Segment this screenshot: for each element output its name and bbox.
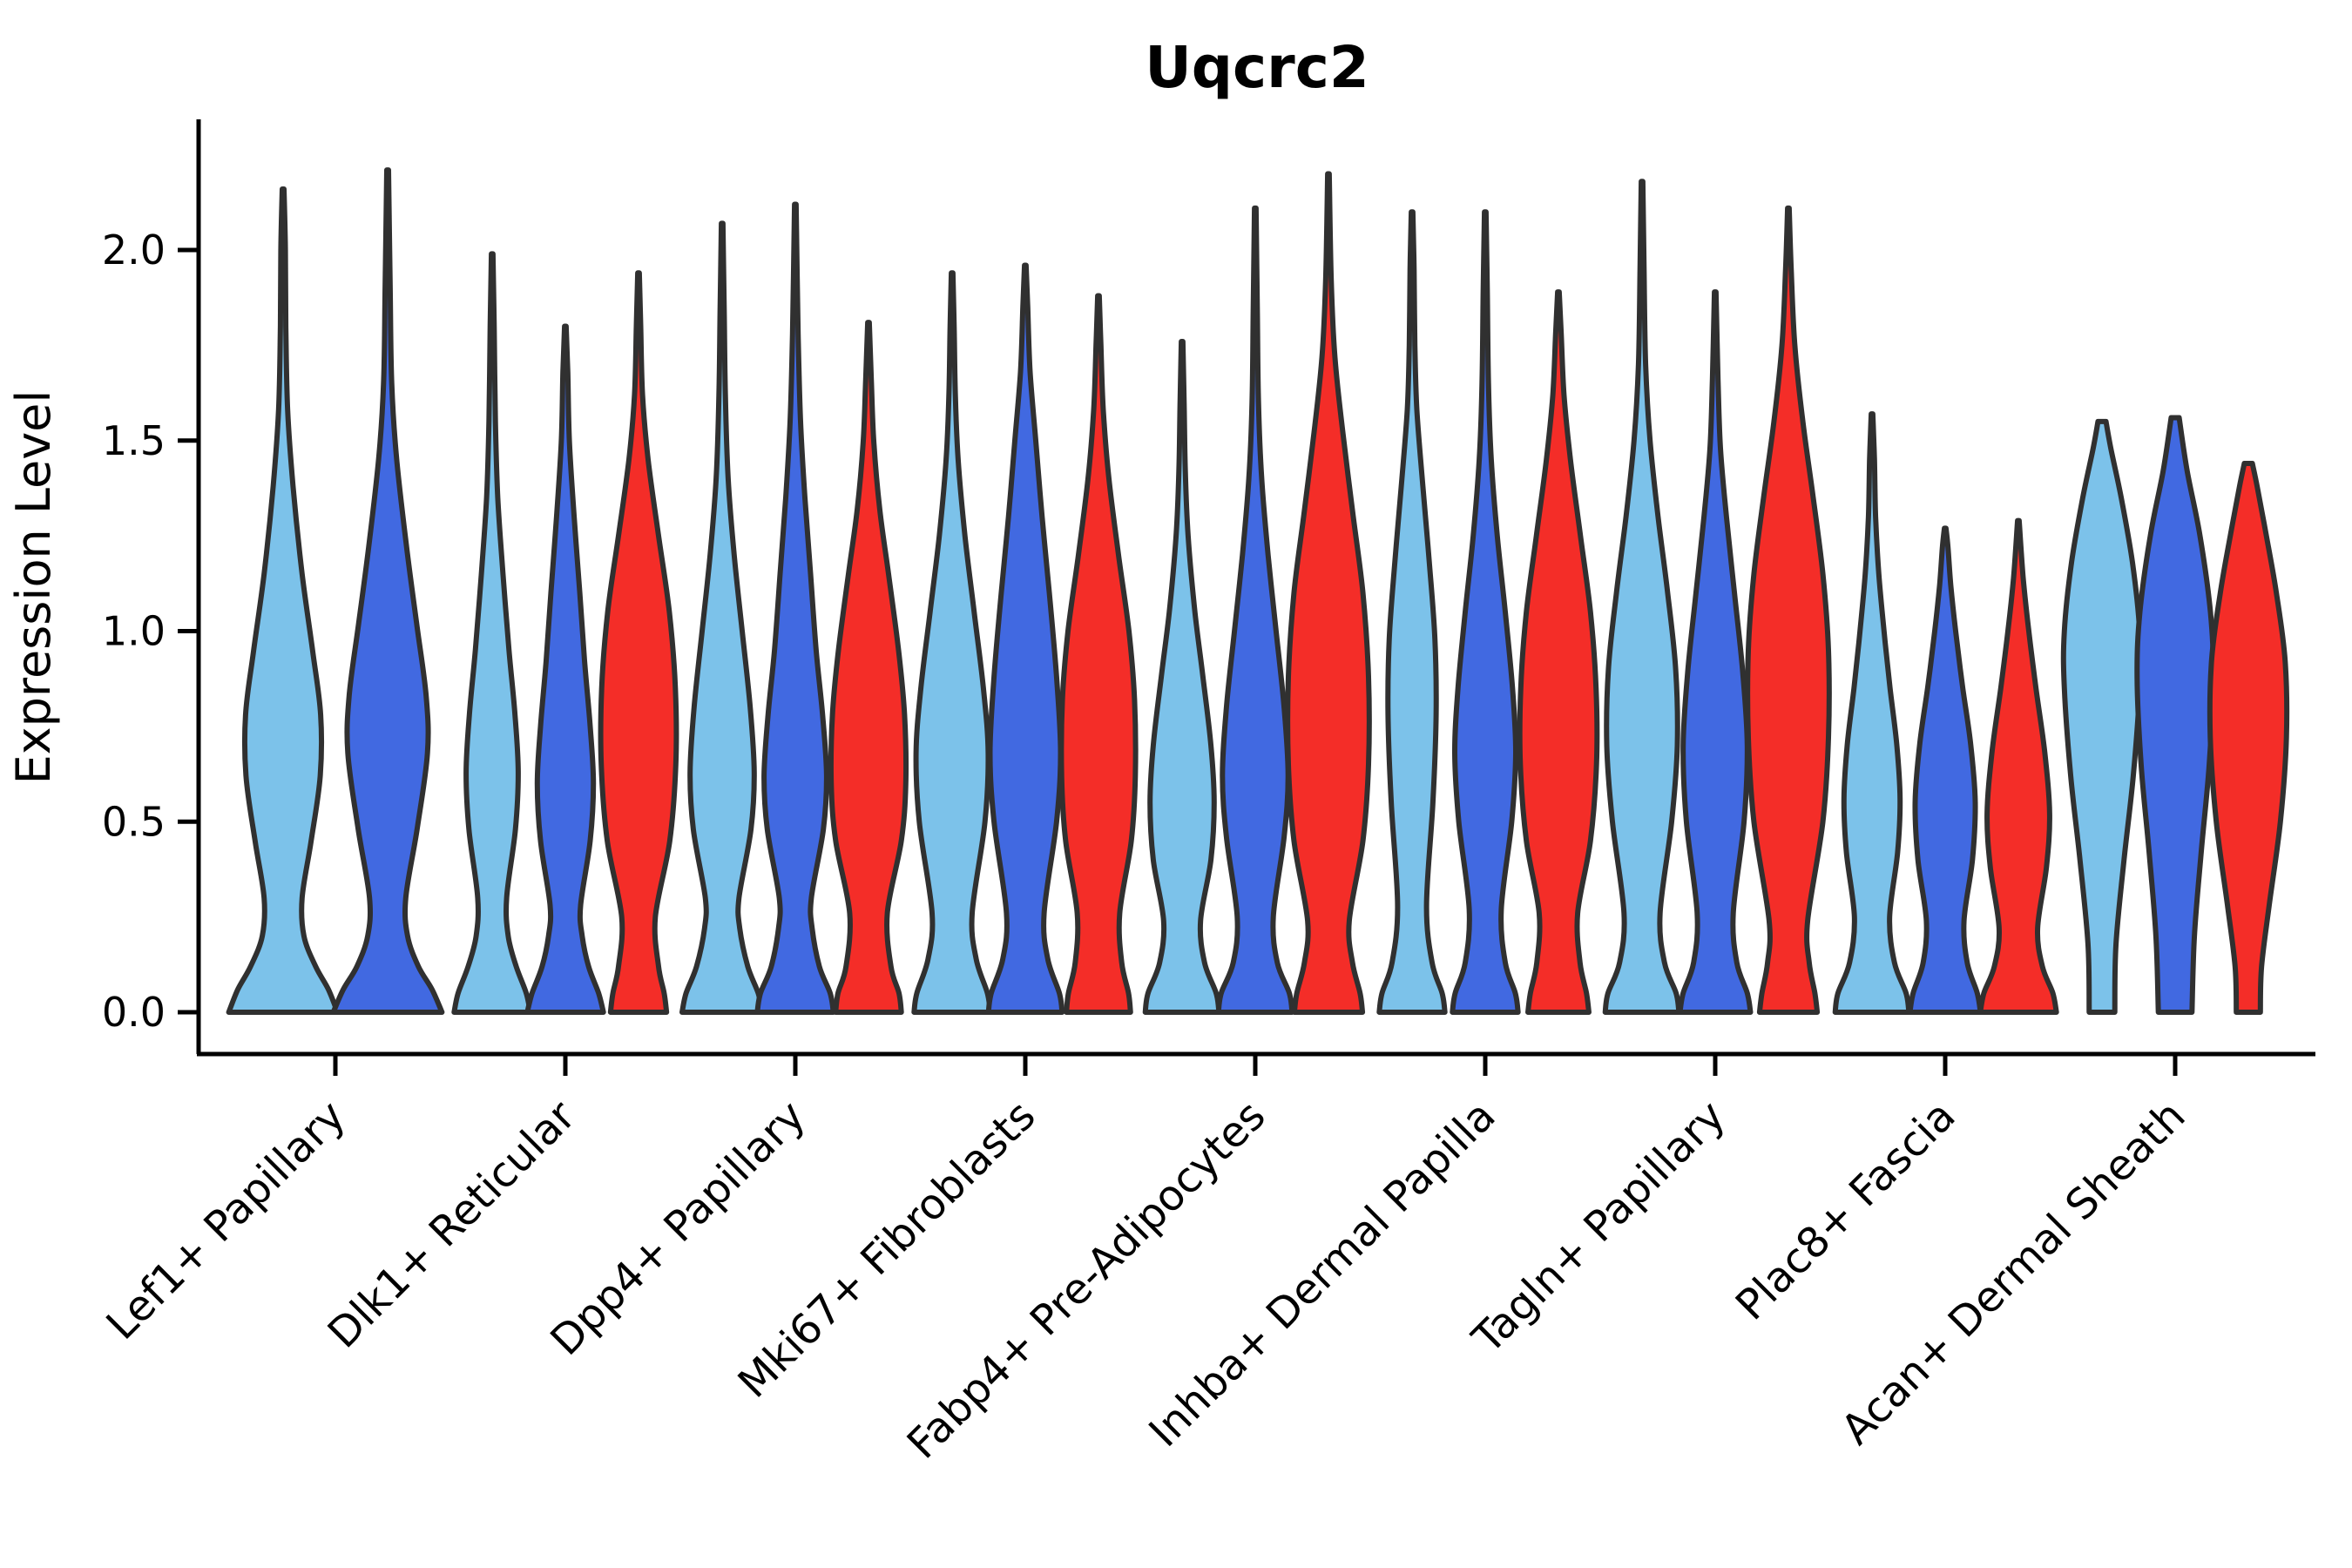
chart-title: Uqcrc2 (1145, 34, 1369, 101)
violin (2207, 461, 2290, 1015)
violin (1517, 289, 1600, 1015)
y-tick-label: 2.0 (102, 226, 166, 274)
violin (330, 167, 445, 1015)
violin (598, 270, 679, 1015)
violin (2134, 415, 2216, 1015)
violin (754, 201, 836, 1015)
violin (524, 323, 606, 1015)
violin (1450, 209, 1521, 1015)
violins-layer (226, 167, 2290, 1015)
violin (1215, 205, 1295, 1015)
x-tick-label: Dpp4+ Papillary (541, 1092, 814, 1365)
violin (1677, 289, 1754, 1015)
violin (1376, 209, 1448, 1015)
violin (451, 251, 533, 1015)
violin (1977, 517, 2059, 1015)
violin (1602, 179, 1682, 1015)
violin (1745, 205, 1832, 1015)
violin (1058, 293, 1139, 1015)
y-tick-label: 0.5 (102, 798, 166, 845)
x-tick-label: Plac8+ Fascia (1727, 1092, 1965, 1330)
violin (1832, 411, 1912, 1015)
y-tick-label: 1.5 (102, 417, 166, 464)
violin (2060, 418, 2144, 1015)
violin (1285, 171, 1372, 1015)
violin (985, 262, 1065, 1015)
violin (1907, 525, 1984, 1015)
y-tick-label: 1.0 (102, 608, 166, 655)
violin (226, 186, 341, 1015)
violin (1142, 339, 1222, 1015)
x-tick-label: Dlk1+ Reticular (319, 1092, 585, 1358)
x-tick-label: Tagln+ Papillary (1463, 1092, 1734, 1363)
violin (911, 270, 993, 1015)
violin (679, 220, 765, 1015)
y-axis-label: Expression Level (6, 390, 61, 785)
x-tick-label: Lef1+ Papillary (98, 1092, 355, 1349)
y-tick-label: 0.0 (102, 989, 166, 1036)
violin (828, 320, 909, 1015)
